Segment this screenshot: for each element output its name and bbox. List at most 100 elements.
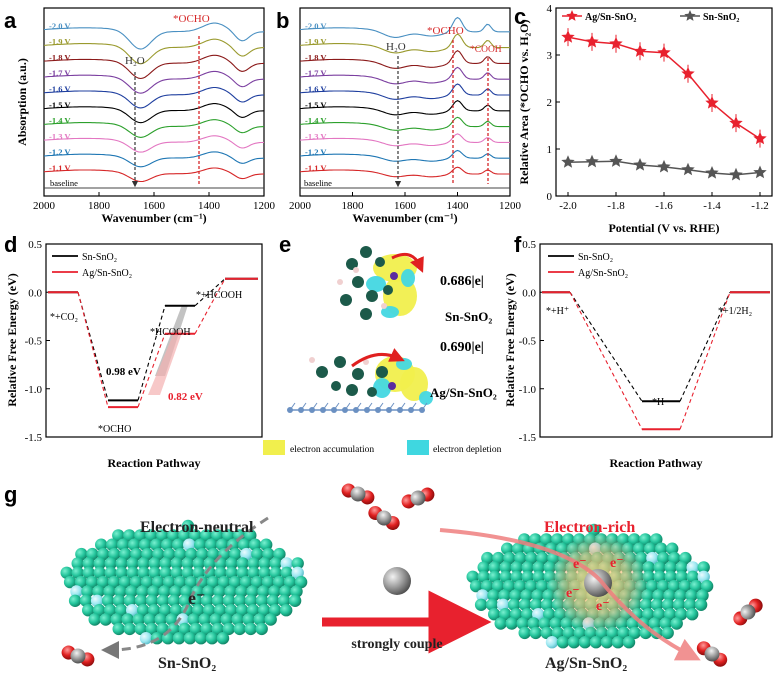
o-atom: [540, 598, 554, 611]
o-atom: [642, 608, 655, 621]
o-atom: [132, 613, 145, 626]
y-tick-label: 3: [547, 50, 553, 62]
state-label-f-0: *+H⁺: [546, 306, 569, 317]
o-atom: [481, 551, 494, 565]
co2-path-left: [101, 516, 269, 659]
o-atom: [79, 594, 93, 607]
o-atom: [233, 622, 246, 636]
atom: [346, 258, 358, 270]
atom: [353, 267, 359, 273]
o-atom: [200, 622, 213, 636]
co2-molecule: [401, 487, 435, 509]
o-atom: [145, 594, 159, 607]
panel-f: f 0.50.0-0.5-1.0-1.5 Sn-SnO₂ Ag/Sn-SnO₂ …: [503, 232, 773, 470]
atom: [346, 384, 358, 396]
o-atom: [159, 566, 172, 579]
legend-label-ag: Ag/Sn-SnO₂: [585, 12, 636, 23]
o-atom: [233, 594, 247, 607]
o-atom: [679, 551, 692, 565]
o-atom: [236, 557, 249, 570]
substrate-bond: [344, 402, 351, 411]
legend-label-ag-d: Ag/Sn-SnO₂: [82, 268, 132, 279]
energy-connector: [77, 292, 109, 401]
o-atom: [140, 575, 154, 589]
o-atom: [170, 566, 183, 579]
annotation-ocho-a: *OCHO: [173, 13, 210, 25]
structure-bottom: [287, 348, 433, 413]
o-atom: [97, 547, 110, 561]
o-atom: [194, 632, 208, 645]
o-atom: [540, 626, 553, 640]
energy-connector: [569, 291, 643, 402]
carbon-atom: [350, 486, 366, 502]
substrate-bond: [410, 402, 417, 411]
atom: [390, 272, 398, 280]
axes-c: -2.0 -1.8 -1.6 -1.4 -1.2 0 1 2 3 4: [547, 3, 769, 212]
potential-labels-b: -1.1 V -1.2 V -1.3 V -1.4 V -1.5 V -1.6 V -1.7…: [305, 21, 327, 173]
substrate-bond: [399, 402, 406, 411]
o-atom: [663, 589, 676, 602]
accumulation-lobe: [400, 367, 428, 401]
charge-transfer-arrow-top: [391, 252, 424, 273]
structure-label-top: Sn-SnO₂: [445, 309, 492, 324]
panel-e: e 0.686|e| Sn-SnO₂ 0.690|e| Ag/Sn-SnO₂ e…: [263, 232, 502, 455]
data-point: [729, 116, 743, 129]
sn-atom: [280, 557, 293, 570]
o-atom: [192, 566, 205, 579]
data-point: [633, 44, 647, 57]
y-tick-label: 2: [547, 97, 553, 109]
series-f: [542, 291, 770, 431]
o-atom: [181, 519, 195, 533]
o-atom: [74, 575, 88, 589]
spectrum-line: [299, 149, 510, 162]
o-atom: [125, 585, 138, 598]
o-atom: [225, 604, 238, 617]
o-atom: [589, 636, 603, 649]
y-tick-label: 4: [547, 3, 553, 15]
y-tick-label: -0.5: [519, 336, 537, 348]
o-atom: [258, 566, 271, 579]
o-atom: [206, 575, 220, 589]
o-atom: [520, 589, 533, 602]
spectra-a: [43, 22, 265, 189]
o-atom: [183, 632, 197, 645]
o-atom: [115, 566, 128, 579]
spectrum-line: [299, 50, 510, 69]
sn-atom: [697, 570, 710, 583]
substrate-bond: [421, 402, 428, 411]
o-atom: [645, 579, 659, 593]
o-atom: [244, 622, 257, 636]
atom: [388, 382, 396, 390]
o-atom: [180, 585, 193, 598]
o-atom: [246, 585, 259, 598]
o-atom: [251, 547, 264, 561]
o-atom: [269, 604, 282, 617]
o-atom: [134, 594, 148, 607]
carbon-atom: [740, 604, 756, 620]
o-atom: [514, 551, 527, 565]
o-atom: [82, 566, 95, 579]
state-label-d-3: *+HCOOH: [196, 290, 242, 301]
o-atom: [667, 579, 681, 593]
o-atom: [247, 604, 260, 617]
barrier-label-ag: 0.82 eV: [168, 391, 203, 403]
o-atom: [202, 585, 215, 598]
o-atom: [502, 579, 516, 593]
atom: [363, 359, 369, 365]
series-c: [561, 28, 767, 181]
o-atom: [126, 566, 139, 579]
structure-label-bottom: Ag/Sn-SnO₂: [430, 385, 497, 400]
o-atom: [148, 557, 161, 570]
atom: [360, 308, 372, 320]
o-atom: [75, 547, 88, 561]
o-atom: [659, 617, 672, 630]
state-label-f-2: *+1/2H₂: [718, 306, 752, 317]
o-atom: [524, 579, 538, 593]
substrate-bond: [355, 402, 362, 411]
o-atom: [488, 561, 501, 574]
o-atom: [147, 585, 160, 598]
legend-marker-sn: [684, 10, 696, 21]
potential-label: -1.9 V: [305, 37, 327, 47]
atom: [376, 366, 388, 378]
o-atom: [562, 626, 575, 640]
